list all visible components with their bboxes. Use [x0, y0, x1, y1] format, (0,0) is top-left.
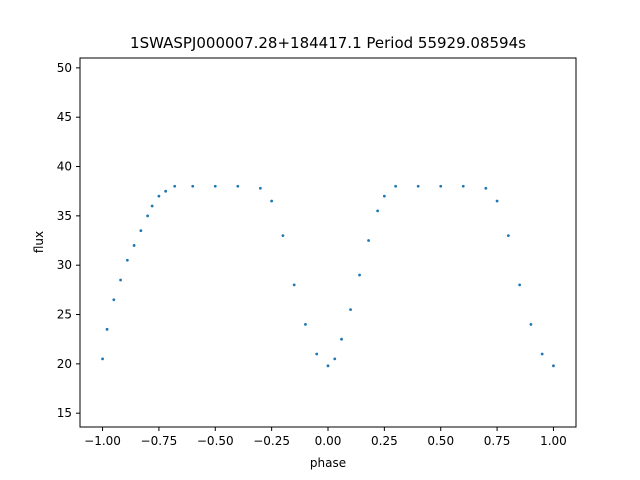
y-tick-label: 45 — [57, 110, 72, 124]
x-tick-label: 0.00 — [315, 434, 342, 448]
data-point — [258, 186, 262, 190]
x-tick-label: −0.50 — [197, 434, 234, 448]
x-axis-label: phase — [310, 456, 346, 470]
x-tick-label: 0.25 — [371, 434, 398, 448]
data-point — [529, 322, 533, 326]
data-point — [125, 258, 129, 262]
data-point — [376, 209, 379, 213]
data-point — [105, 327, 109, 331]
plot-frame — [79, 57, 577, 428]
y-tick-label: 15 — [57, 406, 72, 420]
data-point — [132, 244, 136, 247]
x-tick-label: −1.00 — [84, 434, 121, 448]
chart-title: 1SWASPJ000007.28+184417.1 Period 55929.0… — [130, 34, 526, 52]
data-point — [484, 186, 488, 190]
data-point — [394, 184, 398, 188]
data-point — [349, 308, 352, 311]
y-tick-label: 35 — [57, 209, 72, 223]
data-point — [506, 234, 510, 237]
data-point — [236, 184, 240, 188]
data-point — [150, 204, 154, 208]
data-point — [281, 234, 285, 237]
x-tick-label: −0.25 — [253, 434, 290, 448]
data-point — [358, 273, 361, 277]
data-point — [146, 214, 150, 218]
data-point — [315, 352, 319, 356]
data-point — [518, 283, 522, 287]
y-tick-label: 40 — [57, 160, 72, 174]
data-point — [270, 199, 274, 203]
data-point — [164, 189, 168, 193]
data-point — [304, 322, 307, 326]
x-tick-label: −0.75 — [141, 434, 178, 448]
data-point — [552, 364, 555, 368]
data-point — [326, 364, 330, 368]
y-axis-label: flux — [32, 231, 46, 253]
y-tick-label: 50 — [57, 61, 72, 75]
data-point — [112, 298, 116, 302]
data-point — [382, 194, 386, 198]
data-point — [157, 194, 161, 198]
data-point — [292, 283, 296, 287]
data-point — [101, 357, 104, 361]
data-point — [191, 184, 195, 188]
data-point — [439, 184, 443, 188]
data-point — [173, 184, 177, 188]
data-point — [119, 278, 122, 282]
x-tick-label: 0.75 — [484, 434, 511, 448]
data-point — [367, 239, 370, 242]
data-point — [333, 357, 337, 361]
data-point — [540, 352, 544, 356]
data-point — [340, 337, 343, 341]
y-tick-label: 25 — [57, 308, 72, 322]
data-point — [416, 184, 420, 188]
x-tick-label: 1.00 — [540, 434, 567, 448]
data-point — [461, 184, 465, 188]
data-point — [495, 199, 499, 203]
y-tick-label: 20 — [57, 357, 72, 371]
y-axis-ticks: 15 20 25 30 35 40 45 50 — [57, 61, 80, 420]
x-tick-label: 0.50 — [427, 434, 454, 448]
data-point — [139, 229, 143, 233]
scatter-points — [101, 184, 555, 368]
y-tick-label: 30 — [57, 258, 72, 272]
data-point — [213, 184, 217, 188]
x-axis-ticks: −1.00 −0.75 −0.50 −0.25 0.00 0.25 0.50 0.75 1.00 — [84, 427, 567, 448]
